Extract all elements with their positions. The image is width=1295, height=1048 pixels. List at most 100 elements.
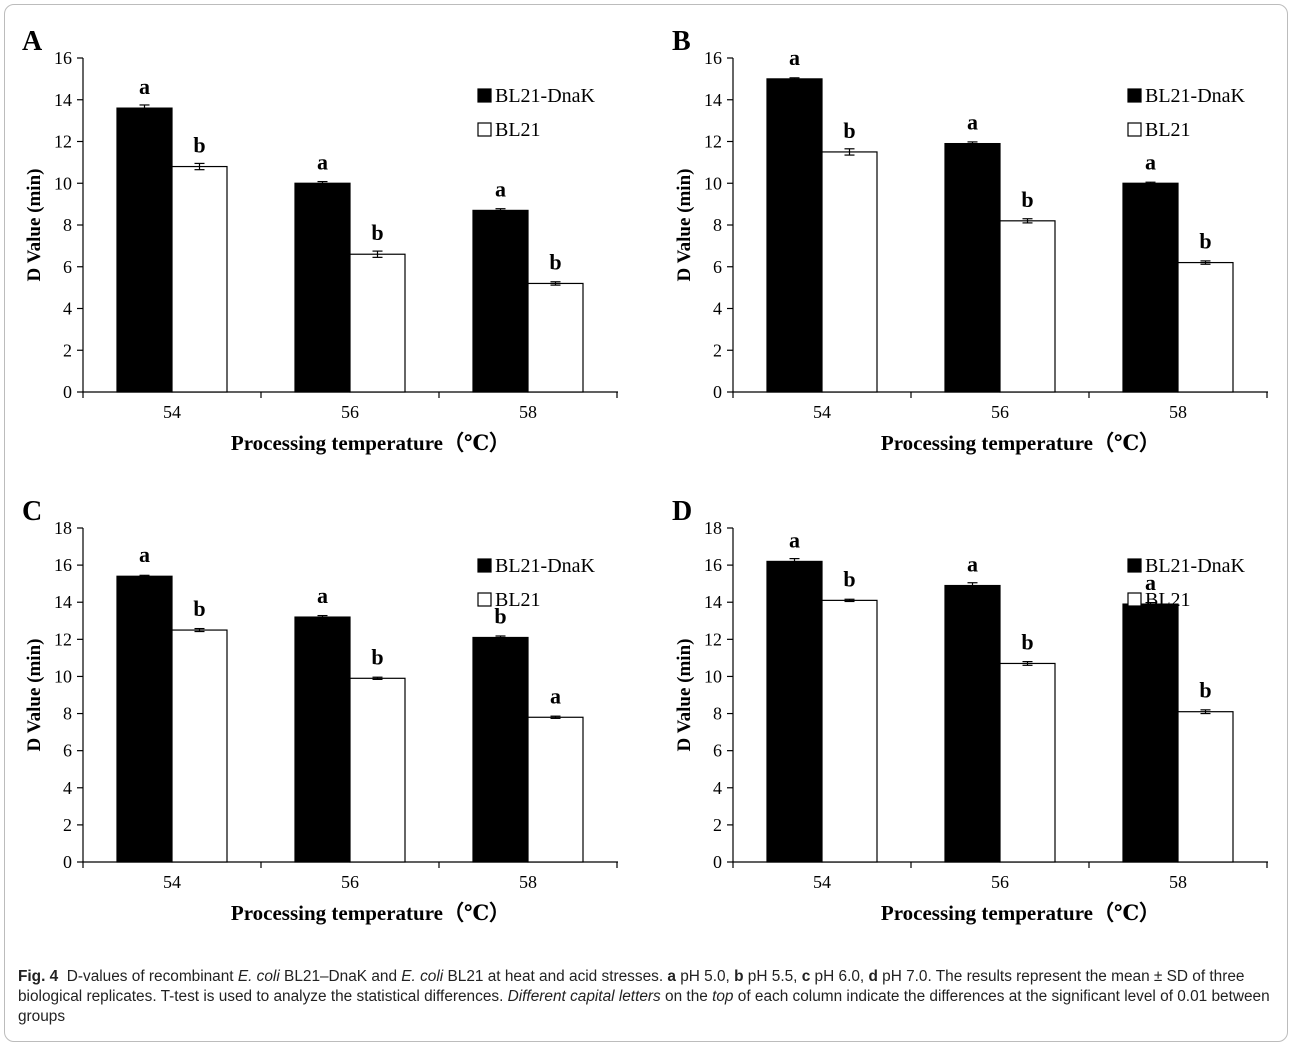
legend-label: BL21 <box>495 119 541 141</box>
caption-text: on the <box>660 988 713 1005</box>
y-tick-label: 4 <box>713 778 722 798</box>
chart-panel-b: B 0 2 4 6 8 10 12 14 16 a b 54 a b 56 a b 58 D Value (min) P… <box>672 26 1268 455</box>
significance-letter: b <box>193 596 205 621</box>
x-tick-label: 54 <box>163 872 181 892</box>
significance-letter: a <box>789 527 800 552</box>
y-tick-label: 12 <box>704 132 722 152</box>
significance-letter: a <box>317 583 328 608</box>
x-axis-title: Processing temperature（℃） <box>881 431 1160 455</box>
significance-letter: b <box>494 603 506 628</box>
bar <box>999 220 1056 393</box>
chart-panel-c: C 0 2 4 6 8 10 12 14 16 18 a b 54 a b 56 b a 58 D Value (min… <box>22 496 618 925</box>
y-tick-label: 2 <box>63 815 72 835</box>
caption-text: pH 5.5, <box>743 968 802 985</box>
legend-label: BL21-DnaK <box>495 555 596 577</box>
x-axis-title: Processing temperature（℃） <box>231 431 510 455</box>
y-tick-label: 6 <box>63 741 72 761</box>
bar <box>527 716 584 863</box>
legend-swatch <box>477 558 492 573</box>
bar <box>349 253 406 393</box>
caption-fig-label: Fig. 4 <box>18 968 59 985</box>
y-axis-title: D Value (min) <box>24 169 45 282</box>
legend-swatch <box>477 88 492 103</box>
y-tick-label: 14 <box>54 592 72 612</box>
y-tick-label: 10 <box>704 666 722 686</box>
y-tick-label: 0 <box>713 382 722 402</box>
y-tick-label: 12 <box>54 132 72 152</box>
legend-label: BL21 <box>495 589 541 611</box>
y-tick-label: 0 <box>713 852 722 872</box>
x-tick-label: 58 <box>1169 872 1187 892</box>
panel-label: D <box>672 496 692 527</box>
chart-panel-d: D 0 2 4 6 8 10 12 14 16 18 a b 54 a b 56 a b 58 D Value (min… <box>672 496 1268 925</box>
significance-letter: a <box>495 176 506 201</box>
significance-letter: b <box>193 133 205 158</box>
bar <box>944 584 1001 863</box>
significance-letter: b <box>1199 229 1211 254</box>
x-tick-label: 58 <box>1169 402 1187 422</box>
y-tick-label: 16 <box>54 48 72 68</box>
bar <box>116 575 173 863</box>
y-tick-label: 0 <box>63 382 72 402</box>
significance-letter: b <box>1021 187 1033 212</box>
caption-panel-ref: c <box>801 968 811 985</box>
x-tick-label: 56 <box>991 872 1009 892</box>
legend-label: BL21 <box>1145 589 1191 611</box>
bar <box>171 629 228 863</box>
y-tick-label: 2 <box>713 340 722 360</box>
bar <box>116 107 173 393</box>
bar <box>766 560 823 863</box>
significance-letter: b <box>1021 629 1033 654</box>
caption-text: pH 5.0, <box>675 968 735 985</box>
bar <box>294 182 351 393</box>
legend-label: BL21-DnaK <box>495 85 596 107</box>
y-tick-label: 4 <box>63 778 72 798</box>
y-tick-label: 14 <box>704 592 722 612</box>
y-tick-label: 18 <box>704 518 722 538</box>
bar <box>527 282 584 393</box>
significance-letter: a <box>1145 570 1156 595</box>
caption-emphasis: top <box>712 988 734 1005</box>
caption-emphasis: Different capital letters <box>507 988 661 1005</box>
bar <box>1122 603 1179 863</box>
figure-caption: Fig. 4 D-values of recombinant E. coli B… <box>18 967 1280 1027</box>
y-tick-label: 12 <box>54 629 72 649</box>
significance-letter: a <box>550 683 561 708</box>
y-tick-label: 0 <box>63 852 72 872</box>
y-tick-label: 2 <box>713 815 722 835</box>
y-tick-label: 16 <box>704 48 722 68</box>
significance-letter: a <box>139 542 150 567</box>
significance-letter: b <box>371 220 383 245</box>
legend-swatch <box>1127 122 1142 137</box>
y-tick-label: 10 <box>704 173 722 193</box>
bar <box>472 209 529 393</box>
panel-label: C <box>22 496 42 527</box>
caption-text: BL21–DnaK and <box>279 968 402 985</box>
y-tick-label: 14 <box>54 90 72 110</box>
legend-swatch <box>1127 592 1142 607</box>
x-tick-label: 56 <box>341 402 359 422</box>
caption-panel-ref: b <box>734 968 744 985</box>
legend-swatch <box>1127 558 1142 573</box>
y-tick-label: 2 <box>63 340 72 360</box>
bar <box>1122 182 1179 393</box>
y-axis-title: D Value (min) <box>674 169 695 282</box>
y-tick-label: 16 <box>704 555 722 575</box>
bar <box>766 78 823 393</box>
caption-panel-ref: d <box>868 968 878 985</box>
x-tick-label: 58 <box>519 872 537 892</box>
caption-panel-ref: a <box>667 968 676 985</box>
legend-label: BL21 <box>1145 119 1191 141</box>
panel-label: B <box>672 26 691 57</box>
y-tick-label: 10 <box>54 173 72 193</box>
y-tick-label: 14 <box>704 90 722 110</box>
bar <box>821 151 878 393</box>
bar <box>472 636 529 863</box>
y-tick-label: 8 <box>63 215 72 235</box>
significance-letter: b <box>843 566 855 591</box>
x-tick-label: 54 <box>813 872 831 892</box>
caption-text: of each column indicate the differences … <box>18 988 1270 1025</box>
significance-letter: a <box>789 45 800 70</box>
y-tick-label: 8 <box>713 215 722 235</box>
y-tick-label: 12 <box>704 629 722 649</box>
